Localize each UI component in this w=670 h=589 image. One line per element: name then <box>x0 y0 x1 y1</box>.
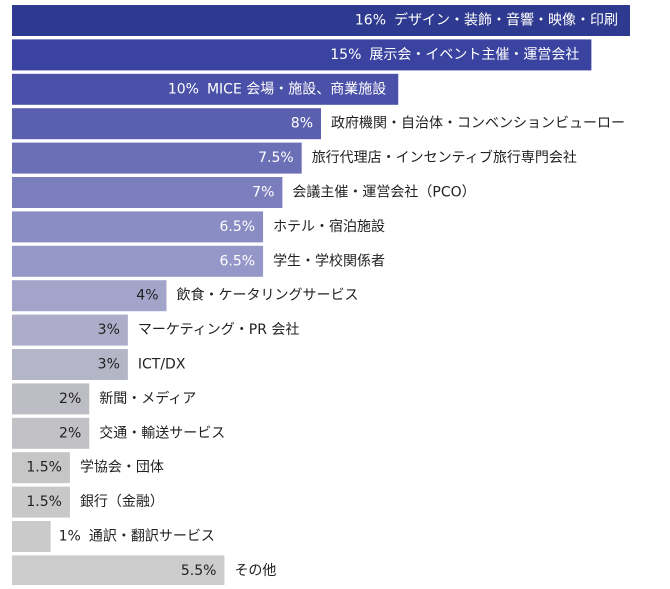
value-label: 4% <box>136 288 158 304</box>
value-label: 3% <box>98 357 120 373</box>
category-label: 旅行代理店・インセンティブ旅行専門会社 <box>312 149 577 166</box>
value-label: 1% <box>59 529 81 545</box>
bar <box>12 177 283 208</box>
bar-label: 16% デザイン・装飾・音響・映像・印刷 <box>355 12 618 29</box>
category-label: その他 <box>234 563 276 579</box>
bar <box>12 314 128 346</box>
category-label: 学協会・団体 <box>80 460 164 476</box>
category-label: 展示会・イベント主催・運営会社 <box>369 47 579 63</box>
value-label: 15% <box>330 47 361 63</box>
value-label: 7.5% <box>258 150 294 166</box>
value-label: 1.5% <box>26 460 62 476</box>
value-label: 7% <box>252 185 274 201</box>
bar <box>12 486 70 518</box>
bar <box>12 73 399 105</box>
category-label: 政府機関・自治体・コンベンションビューロー <box>331 116 625 132</box>
bar <box>12 383 90 415</box>
value-label: 16% <box>355 13 386 29</box>
bar <box>12 555 225 587</box>
bar <box>12 211 264 243</box>
bar-label: 10% MICE 会場・施設、商業施設 <box>168 81 386 97</box>
category-label: マーケティング・PR 会社 <box>138 322 300 338</box>
category-label: 会議主催・運営会社（PCO） <box>292 184 475 201</box>
value-label: 6.5% <box>219 219 255 235</box>
bar <box>12 39 592 71</box>
bar <box>12 349 128 380</box>
category-label: ホテル・宿泊施設 <box>273 218 385 235</box>
bar <box>12 452 70 484</box>
value-label: 1.5% <box>26 494 62 510</box>
category-label: 飲食・ケータリングサービス <box>177 287 359 304</box>
value-label: 2% <box>59 391 81 407</box>
value-label: 3% <box>98 322 120 338</box>
category-label: 銀行（金融） <box>80 494 164 510</box>
value-label: 2% <box>59 425 81 441</box>
value-label: 10% <box>168 81 199 97</box>
category-label: 通訳・翻訳サービス <box>89 529 215 545</box>
bar <box>12 417 90 449</box>
category-label: デザイン・装飾・音響・映像・印刷 <box>394 12 618 29</box>
value-label: 8% <box>291 116 313 132</box>
category-label: 学生・学校関係者 <box>273 252 385 269</box>
value-label: 6.5% <box>219 253 255 269</box>
bar <box>12 245 264 277</box>
category-label: 交通・輸送サービス <box>99 424 225 441</box>
value-label: 5.5% <box>181 563 217 579</box>
category-label: ICT/DX <box>138 357 186 373</box>
bar-label: 15% 展示会・イベント主催・運営会社 <box>330 47 579 63</box>
category-label: 新聞・メディア <box>99 390 196 407</box>
bar <box>12 142 302 174</box>
bar <box>12 108 321 140</box>
category-label: MICE 会場・施設、商業施設 <box>207 81 386 97</box>
bar <box>12 280 167 312</box>
bar <box>12 521 51 552</box>
bar <box>12 5 630 36</box>
